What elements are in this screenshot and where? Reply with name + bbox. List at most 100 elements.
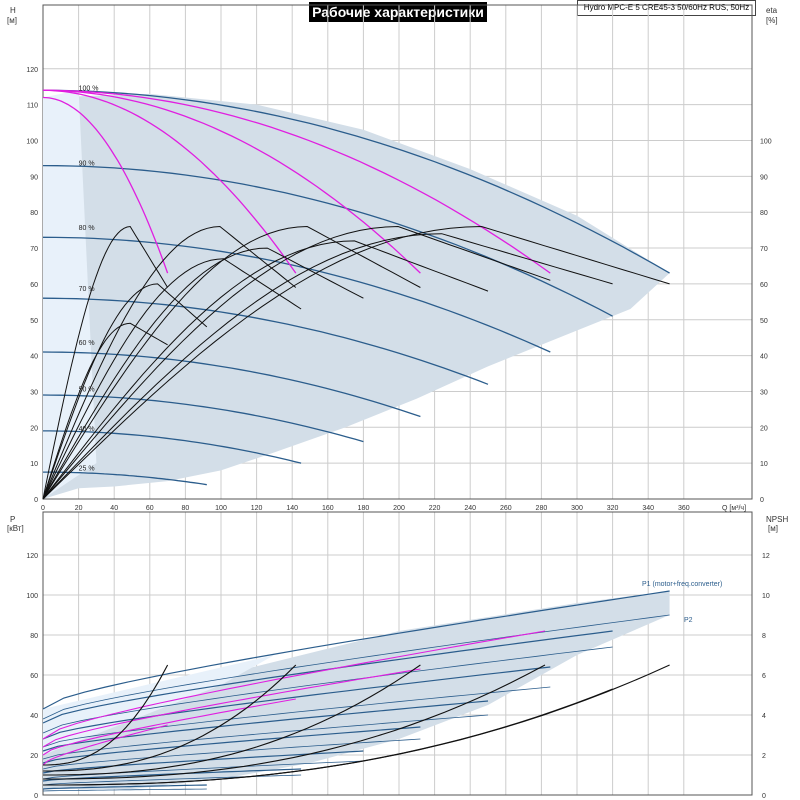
x-tick-label: 0 xyxy=(41,505,45,512)
efficiency-curve xyxy=(42,225,551,500)
x-tick-label: 280 xyxy=(536,505,548,512)
y-tick-label: 80 xyxy=(30,210,38,217)
envelope-light-region xyxy=(43,90,97,499)
y-tick-label: 0 xyxy=(34,497,38,504)
p2-label: P2 xyxy=(684,617,693,624)
power-magenta-curve xyxy=(42,630,546,740)
p-tick-label: 40 xyxy=(30,713,38,720)
eta-tick-label: 90 xyxy=(760,174,768,181)
p1-curve xyxy=(42,784,207,790)
efficiency-curve xyxy=(42,233,613,500)
speed-curve xyxy=(42,164,613,317)
y-tick-label: 60 xyxy=(30,282,38,289)
pump-curve xyxy=(42,89,551,274)
speed-curve xyxy=(42,297,489,385)
eta-tick-label: 10 xyxy=(760,461,768,468)
speed-label: 80 % xyxy=(79,225,95,232)
p-tick-label: 60 xyxy=(30,673,38,680)
eta-tick-label: 100 xyxy=(760,139,772,146)
power-magenta-curve xyxy=(42,698,296,756)
npsh-axis-label: NPSH xyxy=(766,515,788,524)
speed-curve xyxy=(42,236,551,353)
speed-curve xyxy=(42,394,364,443)
p-tick-label: 0 xyxy=(34,793,38,800)
x-tick-label: 200 xyxy=(393,505,405,512)
x-tick-label: 160 xyxy=(322,505,334,512)
npsh-tick-label: 12 xyxy=(762,553,770,560)
y-tick-label: 70 xyxy=(30,246,38,253)
speed-curve xyxy=(42,89,670,274)
speed-label: 25 % xyxy=(79,465,95,472)
npsh-tick-label: 6 xyxy=(762,673,766,680)
p1-curve xyxy=(42,768,302,782)
y-tick-label: 30 xyxy=(30,389,38,396)
speed-label: 50 % xyxy=(79,386,95,393)
p-tick-label: 20 xyxy=(30,753,38,760)
eta-axis-label: eta xyxy=(766,6,778,15)
y-tick-label: 20 xyxy=(30,425,38,432)
npsh-curve xyxy=(43,688,613,786)
x-tick-label: 300 xyxy=(571,505,583,512)
y-tick-label: 50 xyxy=(30,318,38,325)
x-tick-label: 60 xyxy=(146,505,154,512)
x-tick-label: 260 xyxy=(500,505,512,512)
eta-tick-label: 30 xyxy=(760,389,768,396)
efficiency-curve xyxy=(42,225,670,500)
model-label: Hydro MPC-E 5 CRE45-3 50/60Hz RUS, 50Hz xyxy=(577,0,756,16)
x-tick-label: 340 xyxy=(642,505,654,512)
y-tick-label: 90 xyxy=(30,174,38,181)
y-axis-label: H xyxy=(10,6,16,15)
operating-envelope xyxy=(43,93,670,500)
p2-curve xyxy=(42,788,207,792)
eta-tick-label: 80 xyxy=(760,210,768,217)
pump-curve xyxy=(42,96,169,274)
efficiency-curve xyxy=(42,322,168,500)
speed-label: 100 % xyxy=(79,85,99,92)
eta-tick-label: 60 xyxy=(760,282,768,289)
pump-curve xyxy=(42,89,297,274)
p-tick-label: 120 xyxy=(26,553,38,560)
p2-curve xyxy=(42,714,489,760)
eta-axis-unit: [%] xyxy=(766,16,778,25)
power-magenta-curve xyxy=(42,668,421,748)
eta-tick-label: 0 xyxy=(760,497,764,504)
npsh-curve xyxy=(43,664,546,780)
power-magenta-curve xyxy=(42,724,168,766)
p1-label: P1 (motor+freq.converter) xyxy=(642,581,722,588)
efficiency-curve xyxy=(42,225,297,500)
eta-tick-label: 70 xyxy=(760,246,768,253)
x-tick-label: 20 xyxy=(75,505,83,512)
p-axis-label: P xyxy=(10,515,15,524)
npsh-tick-label: 2 xyxy=(762,753,766,760)
npsh-curve xyxy=(43,664,169,766)
x-tick-label: 140 xyxy=(286,505,298,512)
y-tick-label: 120 xyxy=(26,67,38,74)
efficiency-curve xyxy=(42,283,208,500)
efficiency-curve xyxy=(42,258,302,500)
efficiency-curve xyxy=(42,247,364,500)
x-tick-label: 320 xyxy=(607,505,619,512)
p-tick-label: 80 xyxy=(30,633,38,640)
y-tick-label: 10 xyxy=(30,461,38,468)
x-axis-label: Q [м³/ч] xyxy=(722,505,746,512)
p1-curve xyxy=(42,666,551,740)
y-tick-label: 100 xyxy=(26,139,38,146)
eta-tick-label: 20 xyxy=(760,425,768,432)
eta-tick-label: 50 xyxy=(760,318,768,325)
npsh-tick-label: 0 xyxy=(762,793,766,800)
speed-label: 90 % xyxy=(79,161,95,168)
p2-curve xyxy=(42,774,302,786)
plot-frame-bottom xyxy=(42,511,753,796)
npsh-curve xyxy=(43,664,421,776)
efficiency-curve xyxy=(42,225,169,500)
p2-curve xyxy=(42,646,613,734)
efficiency-curve xyxy=(42,225,421,500)
y-tick-label: 40 xyxy=(30,354,38,361)
x-tick-label: 40 xyxy=(110,505,118,512)
eta-tick-label: 40 xyxy=(760,354,768,361)
x-tick-label: 240 xyxy=(464,505,476,512)
speed-label: 70 % xyxy=(79,286,95,293)
x-tick-label: 180 xyxy=(358,505,370,512)
x-tick-label: 220 xyxy=(429,505,441,512)
